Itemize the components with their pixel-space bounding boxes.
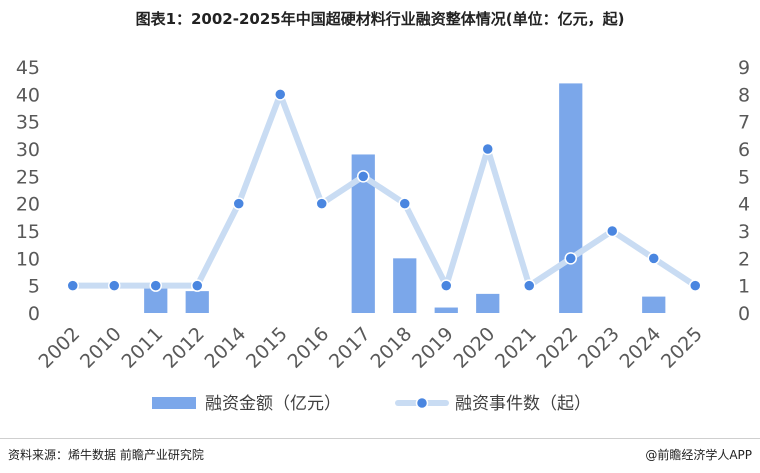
x-tick-2023: 2023 <box>574 323 624 373</box>
legend: 融资金额（亿元） 融资事件数（起） <box>152 394 591 414</box>
y-left-tick-0: 0 <box>28 303 40 325</box>
x-tick-2018: 2018 <box>367 323 417 373</box>
x-tick-2019: 2019 <box>408 323 458 373</box>
y-left-tick-35: 35 <box>16 112 40 134</box>
x-tick-2021: 2021 <box>491 323 541 373</box>
x-tick-2022: 2022 <box>533 323 583 373</box>
y-axis-right: 0 1 2 3 4 5 6 7 8 9 <box>738 57 750 325</box>
y-left-tick-20: 20 <box>16 194 40 216</box>
bar-2018 <box>393 258 417 313</box>
line-point-2021 <box>523 279 536 292</box>
line-path <box>69 91 699 289</box>
x-tick-2020: 2020 <box>450 323 500 373</box>
x-tick-2014: 2014 <box>201 323 251 373</box>
line-series <box>66 88 702 292</box>
bar-2022 <box>559 83 583 314</box>
x-tick-2012: 2012 <box>159 323 209 373</box>
y-left-tick-10: 10 <box>16 248 40 270</box>
source-credit: @前瞻经济学人APP <box>645 448 752 462</box>
bar-2020 <box>476 293 500 313</box>
y-right-tick-9: 9 <box>738 57 750 79</box>
x-tick-2010: 2010 <box>76 323 126 373</box>
y-right-tick-3: 3 <box>738 221 750 243</box>
source-note: 资料来源：烯牛数据 前瞻产业研究院 <box>8 448 204 462</box>
line-point-2025 <box>689 279 702 292</box>
y-right-tick-5: 5 <box>738 166 750 188</box>
line-point-2017 <box>357 170 370 183</box>
y-left-tick-5: 5 <box>28 276 40 298</box>
legend-label-bar: 融资金额（亿元） <box>205 394 341 414</box>
legend-label-line: 融资事件数（起） <box>455 394 591 414</box>
line-point-2016 <box>315 197 328 210</box>
legend-swatch-marker <box>415 396 429 410</box>
bar-2017 <box>351 154 375 313</box>
y-right-tick-6: 6 <box>738 139 750 161</box>
line-point-2012 <box>191 279 204 292</box>
y-right-tick-8: 8 <box>738 84 750 106</box>
bar-2011 <box>144 285 168 313</box>
y-right-tick-1: 1 <box>738 276 750 298</box>
y-right-tick-7: 7 <box>738 112 750 134</box>
x-tick-2002: 2002 <box>35 323 85 373</box>
line-point-2014 <box>232 197 245 210</box>
line-point-2022 <box>564 252 577 265</box>
line-point-2023 <box>606 224 619 238</box>
y-left-tick-25: 25 <box>16 166 40 188</box>
bar-2012 <box>185 291 209 313</box>
y-right-tick-4: 4 <box>738 194 750 216</box>
x-tick-2025: 2025 <box>657 323 707 373</box>
y-right-tick-0: 0 <box>738 303 750 325</box>
x-tick-2011: 2011 <box>118 323 168 373</box>
x-tick-2015: 2015 <box>242 323 292 373</box>
line-point-2010 <box>108 279 121 292</box>
y-right-tick-2: 2 <box>738 248 750 270</box>
chart-title: 图表1：2002-2025年中国超硬材料行业融资整体情况(单位：亿元，起) <box>135 10 625 28</box>
line-point-2018 <box>398 197 411 210</box>
line-point-2015 <box>274 88 287 101</box>
line-point-2011 <box>149 279 162 292</box>
legend-swatch-bar <box>152 397 196 409</box>
bar-2024 <box>642 296 666 313</box>
x-tick-2016: 2016 <box>284 323 334 373</box>
bar-2019 <box>434 307 458 313</box>
y-axis-left: 0 5 10 15 20 25 30 35 40 45 <box>16 57 40 325</box>
x-axis: 2002201020112012201420152016201720182019… <box>35 323 707 373</box>
footer-divider <box>0 438 760 439</box>
line-point-2024 <box>647 252 660 265</box>
y-left-tick-45: 45 <box>16 57 40 79</box>
line-point-2019 <box>440 279 453 292</box>
line-point-2002 <box>66 279 79 292</box>
y-left-tick-40: 40 <box>16 84 40 106</box>
x-tick-2017: 2017 <box>325 323 375 373</box>
x-tick-2024: 2024 <box>616 323 666 373</box>
y-left-tick-30: 30 <box>16 139 40 161</box>
line-point-2020 <box>481 142 494 156</box>
y-left-tick-15: 15 <box>16 221 40 243</box>
